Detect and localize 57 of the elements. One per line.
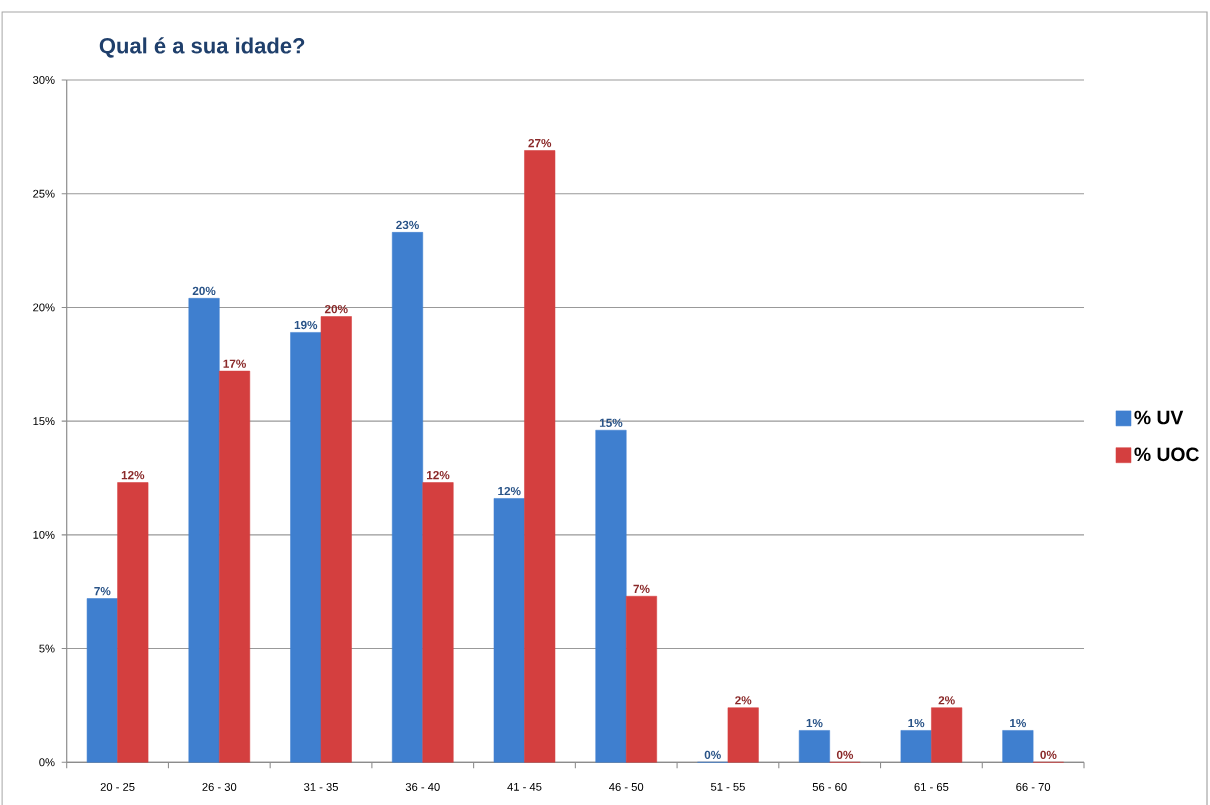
x-tick-label: 66 - 70	[1016, 783, 1051, 791]
bar	[524, 150, 556, 763]
data-label: 7%	[633, 584, 650, 593]
data-label: 0%	[704, 750, 721, 760]
bar	[1002, 730, 1034, 763]
data-label: 19%	[294, 320, 318, 330]
x-tick-label: 41 - 45	[507, 782, 542, 791]
x-tick-label: 56 - 60	[812, 783, 847, 791]
bar	[290, 332, 322, 763]
y-tick-label: 30%	[33, 76, 55, 84]
data-label: 15%	[599, 418, 623, 427]
data-label: 12%	[427, 470, 450, 480]
y-tick-label: 5%	[39, 644, 55, 653]
bar	[117, 482, 149, 763]
data-label: 7%	[94, 587, 111, 596]
y-tick-label: 10%	[33, 530, 55, 539]
y-tick-label: 25%	[33, 189, 55, 198]
bar	[900, 730, 932, 763]
data-label: 1%	[1010, 718, 1027, 728]
bar	[595, 429, 627, 763]
data-label: 1%	[908, 718, 925, 728]
x-tick-label: 36 - 40	[405, 783, 440, 791]
bar	[931, 707, 963, 763]
bar	[727, 707, 759, 763]
data-label: 2%	[938, 696, 955, 705]
data-label: 20%	[324, 304, 348, 314]
data-label: 1%	[806, 718, 823, 728]
chart-title: Qual é a sua idade?	[99, 37, 305, 58]
bar	[625, 595, 657, 763]
legend-label: % UV	[1134, 410, 1184, 425]
bar	[219, 370, 251, 763]
x-tick-label: 20 - 25	[100, 783, 135, 791]
x-tick-label: 31 - 35	[304, 783, 338, 791]
data-label: 12%	[121, 470, 145, 480]
data-label: 0%	[1040, 750, 1057, 760]
bar	[391, 232, 424, 763]
x-tick-label: 46 - 50	[609, 783, 644, 791]
data-label: 27%	[528, 138, 552, 148]
x-tick-label: 26 - 30	[202, 783, 237, 791]
data-label: 12%	[498, 486, 521, 496]
data-label: 0%	[836, 750, 854, 760]
y-tick-label: 0%	[39, 758, 55, 767]
bar	[188, 298, 220, 763]
bar	[493, 498, 525, 763]
bar	[422, 482, 454, 763]
bar	[798, 730, 830, 763]
data-label: 20%	[192, 286, 216, 296]
bar	[86, 598, 118, 763]
x-tick-label: 51 - 55	[710, 782, 745, 791]
x-tick-label: 61 - 65	[914, 783, 949, 791]
y-tick-label: 15%	[33, 417, 55, 426]
y-tick-label: 20%	[33, 303, 55, 312]
data-label: 23%	[396, 220, 419, 230]
data-label: 17%	[223, 359, 246, 368]
bar	[320, 316, 352, 763]
legend-label: % UOC	[1134, 447, 1199, 462]
data-label: 2%	[735, 696, 752, 705]
